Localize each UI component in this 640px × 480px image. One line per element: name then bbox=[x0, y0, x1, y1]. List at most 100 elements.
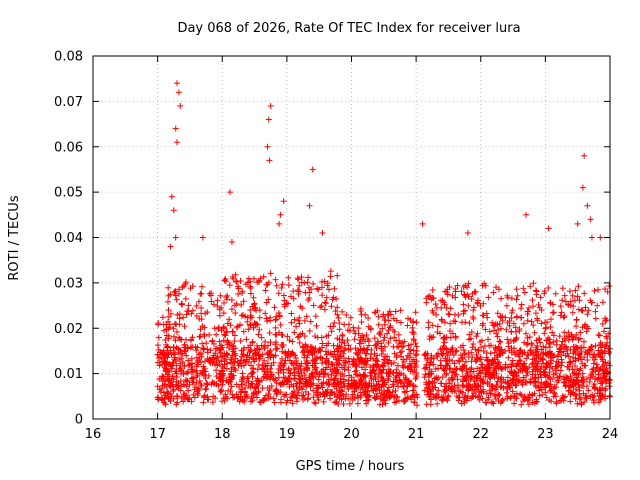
data-point bbox=[552, 290, 559, 297]
data-point bbox=[303, 313, 310, 320]
data-point bbox=[466, 320, 473, 327]
data-point bbox=[170, 344, 177, 351]
data-point bbox=[477, 339, 484, 346]
data-point bbox=[382, 400, 389, 407]
data-point bbox=[392, 387, 399, 394]
data-point bbox=[166, 324, 173, 331]
data-point bbox=[460, 310, 467, 317]
data-point bbox=[255, 331, 262, 338]
data-point bbox=[216, 312, 223, 319]
data-point bbox=[159, 314, 166, 321]
data-point bbox=[450, 317, 457, 324]
x-tick-label: 17 bbox=[149, 427, 166, 442]
data-point bbox=[561, 313, 568, 320]
data-point bbox=[266, 157, 273, 164]
data-point bbox=[305, 391, 312, 398]
data-point bbox=[602, 385, 609, 392]
data-point bbox=[239, 288, 246, 295]
data-point bbox=[295, 276, 302, 283]
data-point bbox=[334, 393, 341, 400]
data-point bbox=[426, 336, 433, 343]
data-point bbox=[577, 394, 584, 401]
data-point bbox=[182, 348, 189, 355]
data-point bbox=[449, 330, 456, 337]
data-point bbox=[247, 283, 254, 290]
data-point bbox=[287, 397, 294, 404]
data-point bbox=[531, 329, 538, 336]
data-point bbox=[290, 288, 297, 295]
data-point bbox=[581, 290, 588, 297]
data-point bbox=[290, 366, 297, 373]
data-point bbox=[479, 282, 486, 289]
data-point bbox=[430, 334, 437, 341]
data-point bbox=[388, 392, 395, 399]
data-point bbox=[248, 395, 255, 402]
data-point bbox=[294, 275, 301, 282]
data-point bbox=[534, 317, 541, 324]
data-point bbox=[579, 184, 586, 191]
data-point bbox=[228, 306, 235, 313]
data-point bbox=[587, 216, 594, 223]
data-point bbox=[384, 360, 391, 367]
data-point bbox=[306, 202, 313, 209]
data-point bbox=[542, 389, 549, 396]
data-point bbox=[474, 330, 481, 337]
data-point bbox=[542, 319, 549, 326]
data-point bbox=[198, 283, 205, 290]
data-point bbox=[482, 326, 489, 333]
data-point bbox=[262, 338, 269, 345]
data-point bbox=[574, 400, 581, 407]
data-point bbox=[176, 311, 183, 318]
data-point bbox=[592, 315, 599, 322]
data-point bbox=[235, 283, 242, 290]
data-point bbox=[284, 333, 291, 340]
data-point bbox=[595, 331, 602, 338]
data-point bbox=[511, 400, 518, 407]
data-point bbox=[432, 384, 439, 391]
data-point bbox=[283, 391, 290, 398]
data-point bbox=[351, 336, 358, 343]
data-point bbox=[476, 392, 483, 399]
data-point bbox=[526, 304, 533, 311]
data-point bbox=[468, 329, 475, 336]
data-point bbox=[185, 302, 192, 309]
data-point bbox=[371, 370, 378, 377]
data-point bbox=[334, 272, 341, 279]
data-point bbox=[285, 274, 292, 281]
data-point bbox=[499, 396, 506, 403]
data-point bbox=[193, 367, 200, 374]
data-point bbox=[170, 325, 177, 332]
data-point bbox=[318, 334, 325, 341]
data-point bbox=[584, 202, 591, 209]
data-point bbox=[288, 319, 295, 326]
data-point bbox=[315, 286, 322, 293]
data-point bbox=[375, 363, 382, 370]
data-point bbox=[504, 336, 511, 343]
data-point bbox=[582, 304, 589, 311]
data-point bbox=[258, 334, 265, 341]
data-point bbox=[412, 375, 419, 382]
data-point bbox=[465, 280, 472, 287]
data-point bbox=[379, 313, 386, 320]
data-point bbox=[397, 319, 404, 326]
data-point bbox=[282, 349, 289, 356]
data-point bbox=[253, 394, 260, 401]
data-point bbox=[252, 304, 259, 311]
data-point bbox=[449, 292, 456, 299]
data-point bbox=[599, 299, 606, 306]
data-point bbox=[547, 299, 554, 306]
data-point bbox=[539, 355, 546, 362]
data-point bbox=[377, 392, 384, 399]
data-point bbox=[576, 396, 583, 403]
data-point bbox=[436, 330, 443, 337]
data-point bbox=[513, 382, 520, 389]
data-point bbox=[395, 331, 402, 338]
data-point bbox=[442, 357, 449, 364]
data-point bbox=[425, 385, 432, 392]
data-point bbox=[537, 339, 544, 346]
data-point bbox=[513, 336, 520, 343]
data-point bbox=[178, 336, 185, 343]
data-point bbox=[579, 324, 586, 331]
x-tick-label: 19 bbox=[279, 427, 296, 442]
data-point bbox=[379, 325, 386, 332]
